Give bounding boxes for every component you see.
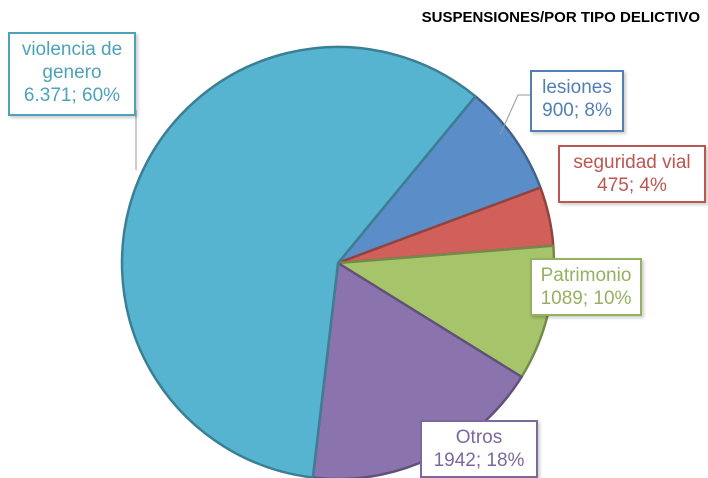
label-value: 900; 8% [542,100,612,121]
data-label: Patrimonio 1089; 10% [530,258,642,316]
label-category: Patrimonio [540,265,632,286]
label-value: 475; 4% [597,175,667,196]
label-value: 1089; 10% [540,288,632,309]
label-value: 1942; 18% [433,450,525,471]
label-category: violencia de genero [21,39,123,83]
label-value: 6.371; 60% [23,85,121,106]
leader-line [499,94,530,136]
label-category: Otros [455,427,503,448]
chart-title: SUSPENSIONES/POR TIPO DELICTIVO [422,9,701,26]
data-label: lesiones 900; 8% [530,70,624,132]
pie-slice [120,45,478,478]
pie-slice [334,94,543,266]
data-label: violencia de genero 6.371; 60% [8,32,136,116]
data-label: seguridad vial 475; 4% [558,145,706,203]
label-category: seguridad vial [573,152,691,173]
label-category: lesiones [542,77,612,98]
data-label: Otros 1942; 18% [420,420,538,478]
